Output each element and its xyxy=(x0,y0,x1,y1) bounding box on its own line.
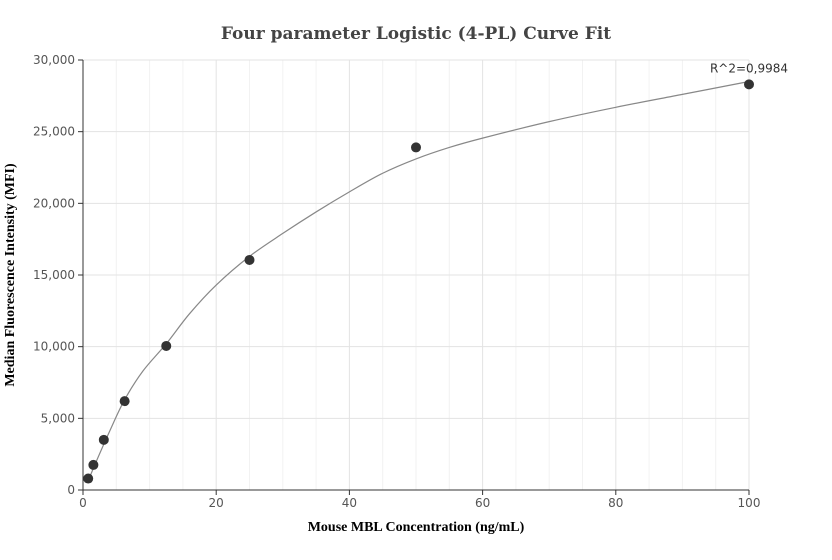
r-squared-annotation: R^2=0,9984 xyxy=(710,61,788,75)
data-point xyxy=(244,254,255,265)
y-axis-title: Median Fluorescence Intensity (MFI) xyxy=(3,163,18,387)
x-axis-ticks: 0 20 40 60 80 100 xyxy=(79,490,760,510)
y-tick-label: 5,000 xyxy=(41,411,75,425)
x-tick-label: 60 xyxy=(475,496,490,510)
y-tick-label: 15,000 xyxy=(33,268,75,282)
x-axis-title: Mouse MBL Concentration (ng/mL) xyxy=(308,520,525,535)
chart-title: Four parameter Logistic (4-PL) Curve Fit xyxy=(221,24,611,44)
y-tick-label: 25,000 xyxy=(33,125,75,139)
data-point xyxy=(98,434,109,445)
data-point xyxy=(161,340,172,351)
x-tick-label: 100 xyxy=(738,496,761,510)
fit-curve-line xyxy=(87,80,750,481)
data-point xyxy=(119,396,130,407)
data-point xyxy=(411,142,421,153)
y-tick-label: 0 xyxy=(67,483,75,497)
data-points xyxy=(83,79,754,484)
grid xyxy=(83,59,750,490)
x-tick-label: 20 xyxy=(209,496,224,510)
x-tick-label: 0 xyxy=(79,496,87,510)
y-tick-label: 30,000 xyxy=(33,53,75,67)
x-tick-label: 40 xyxy=(342,496,357,510)
x-tick-label: 80 xyxy=(608,496,623,510)
data-point xyxy=(744,79,754,90)
data-point xyxy=(83,473,94,484)
y-tick-label: 10,000 xyxy=(33,340,75,354)
y-axis-ticks: 0 5,000 10,000 15,000 20,000 25,000 30,000 xyxy=(33,53,83,497)
data-point xyxy=(88,459,99,470)
y-tick-label: 20,000 xyxy=(33,196,75,210)
